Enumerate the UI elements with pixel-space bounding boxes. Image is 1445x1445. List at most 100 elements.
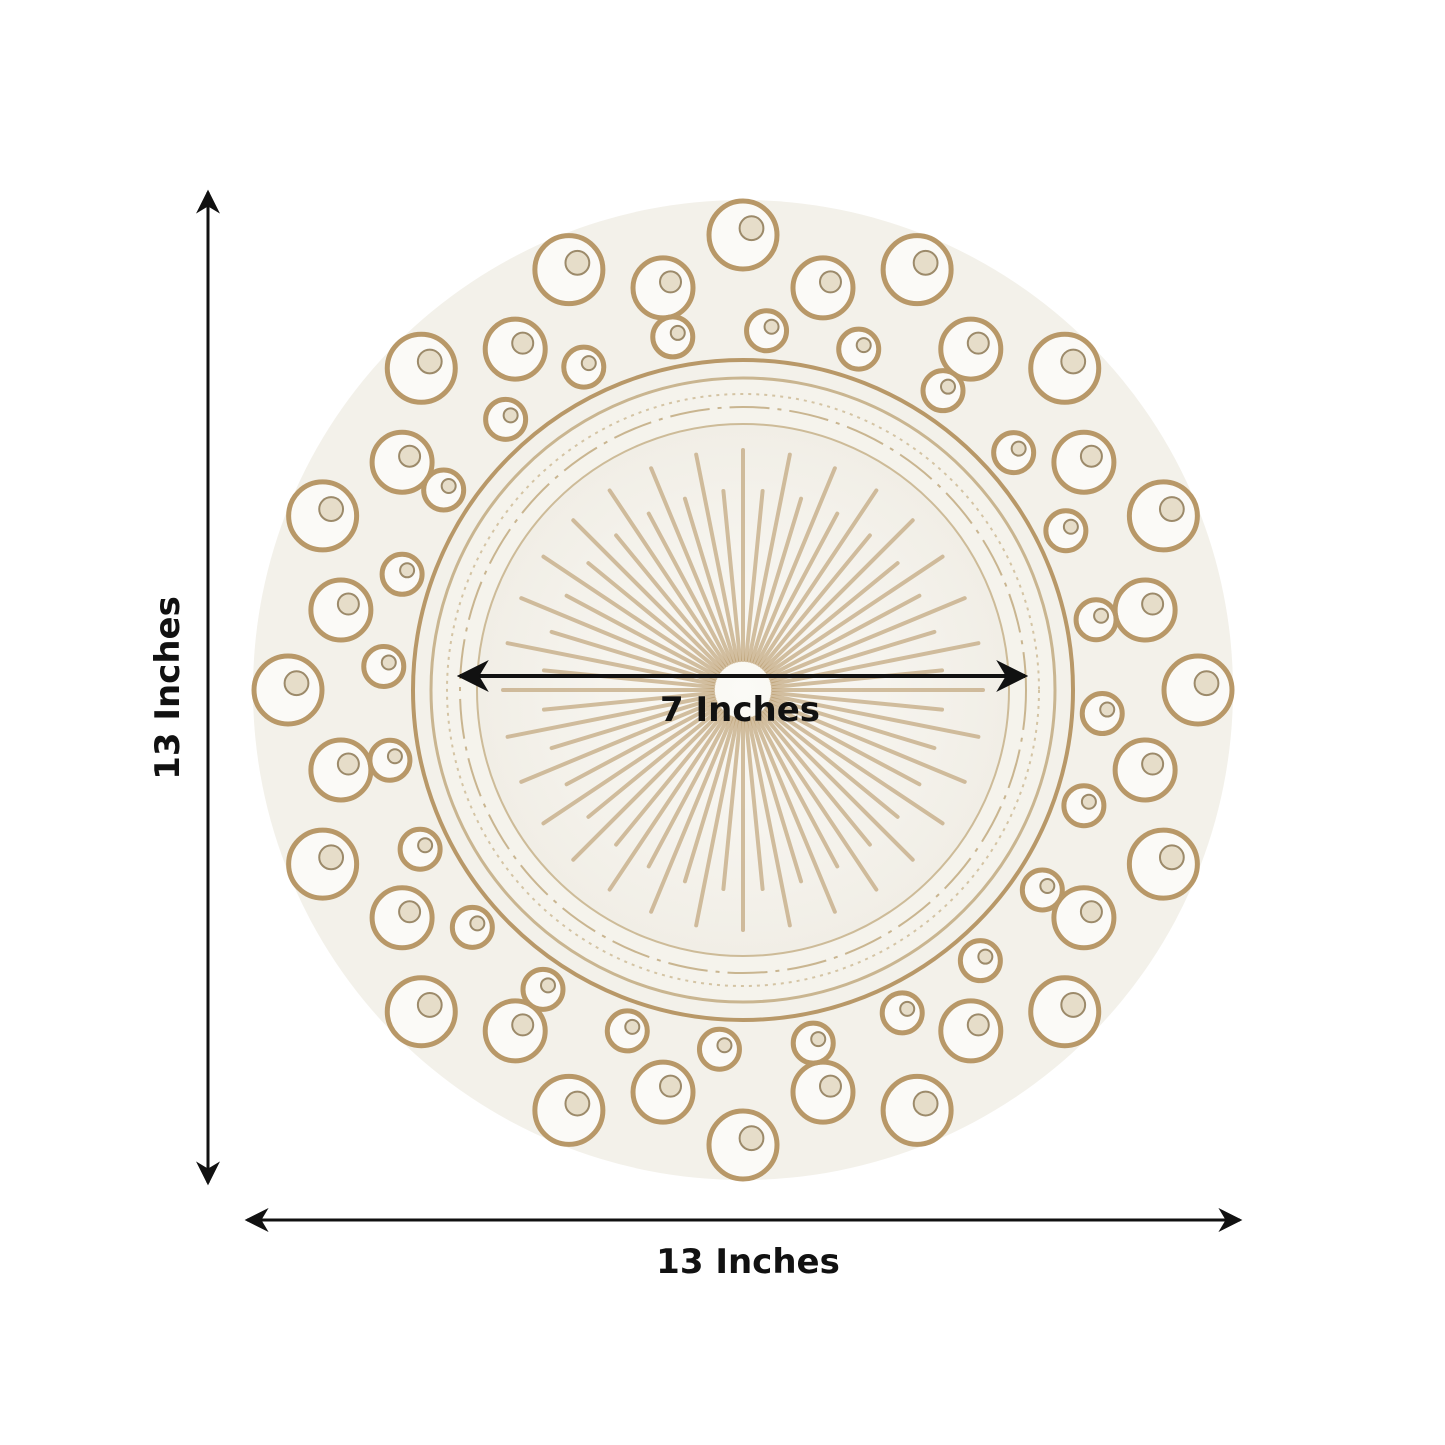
filigree-cutout [659,270,683,294]
filigree-cutout [1010,440,1027,457]
sunburst-ray [765,704,945,826]
sunburst-ray [749,716,804,884]
filigree-cutout [398,900,422,924]
filigree-cutout [899,1000,916,1017]
filigree-cutout [336,592,360,616]
sunburst-ray [541,554,721,676]
sunburst-ray [762,709,915,862]
sunburst-ray [694,717,740,928]
sunburst-ray [549,696,717,751]
sunburst-ray [757,712,879,892]
filigree-cutout [1141,752,1165,776]
inner-diameter-label: 7 Inches [659,690,821,730]
sunburst-ray [646,511,731,666]
sunburst-ray [607,488,729,668]
sunburst-ray [743,717,765,892]
sunburst-ray [764,561,900,673]
filigree-cutout [1158,844,1185,871]
sunburst-ray [755,511,840,666]
filigree-cutout [818,1074,842,1098]
filigree-cutout [539,977,556,994]
filigree-cutout [738,215,765,242]
filigree-cutout [564,1090,591,1117]
sunburst-ray [519,699,718,784]
filigree-cutout [855,337,872,354]
sunburst-ray [757,488,879,668]
sunburst-ray [571,709,724,862]
filigree-pattern [251,198,1235,1182]
filigree-cutout [1158,496,1185,522]
filigree-cutout [818,270,842,294]
filigree-cutout [738,1125,765,1152]
sunburst-ray [649,715,734,914]
sunburst-ray [764,707,900,819]
filigree-cutout [336,752,360,776]
sunburst-ray [649,466,734,665]
filigree-cutout [763,318,780,335]
beaded-ring [446,393,1040,987]
filigree-cutout [624,1018,641,1035]
filigree-cutout [1060,348,1087,375]
filigree-cutout [977,948,994,965]
sunburst-ray [768,699,967,784]
filigree-cutout [318,844,345,871]
filigree-cutout [1060,992,1087,1018]
sunburst-ray [614,533,726,669]
filigree-cutout [1079,444,1103,468]
sunburst-ray [752,715,837,914]
sunburst-ray [586,561,722,673]
filigree-cutout [380,654,397,671]
sunburst-ray [752,466,837,665]
sunburst-ray [694,452,740,663]
sunburst-ray [646,714,731,869]
sunburst-ray [770,690,945,712]
sunburst-ray [564,702,719,787]
filigree-cutout [416,348,443,375]
filigree-cutout [966,331,990,355]
filigree-cutout [417,837,434,854]
sunburst-ray [767,702,922,787]
filigree-inner-border [411,358,1075,1022]
sunburst-ray [682,496,737,664]
filigree-cutout [912,1090,939,1117]
sunburst-ray [749,496,804,664]
filigree-cutout [1141,592,1165,616]
filigree-cutout [399,562,416,579]
sunburst-ray [760,711,872,847]
filigree-cutout [912,249,939,276]
sunburst-ray [571,518,724,671]
filigree-cutout [659,1074,683,1098]
filigree-cutout [1062,518,1079,535]
sunburst-ray [614,711,726,847]
filigree-cutout [810,1031,827,1048]
filigree-cutout [940,378,957,395]
filigree-cutout [416,992,443,1018]
sunburst-ray [746,452,792,663]
sunburst-ray [743,488,765,663]
filigree-cutout [1080,793,1097,810]
sunburst-ray [607,712,729,892]
filigree-cutout [318,496,345,522]
sunburst-ray [765,554,945,676]
filigree-cutout [283,670,310,697]
filigree-cutout [502,407,519,424]
filigree-cutout [386,748,403,765]
sunburst-ray [682,716,737,884]
sunburst-ray [721,717,743,892]
sunburst-ray [505,693,716,739]
sunburst-ray [541,704,721,826]
sunburst-ray [541,690,716,712]
filigree-cutout [669,324,686,341]
sunburst-ray [760,533,872,669]
filigree-cutout [1093,607,1110,624]
filigree-cutout [1039,878,1056,895]
sunburst-ray [770,693,981,739]
filigree-cutout [440,477,457,494]
sunburst-ray [721,488,743,663]
filigree-cutout [1079,900,1103,924]
filigree-cutout [564,249,591,276]
filigree-cutout [398,444,422,468]
filigree-cutout [580,355,597,372]
sunburst-ray [746,717,792,928]
